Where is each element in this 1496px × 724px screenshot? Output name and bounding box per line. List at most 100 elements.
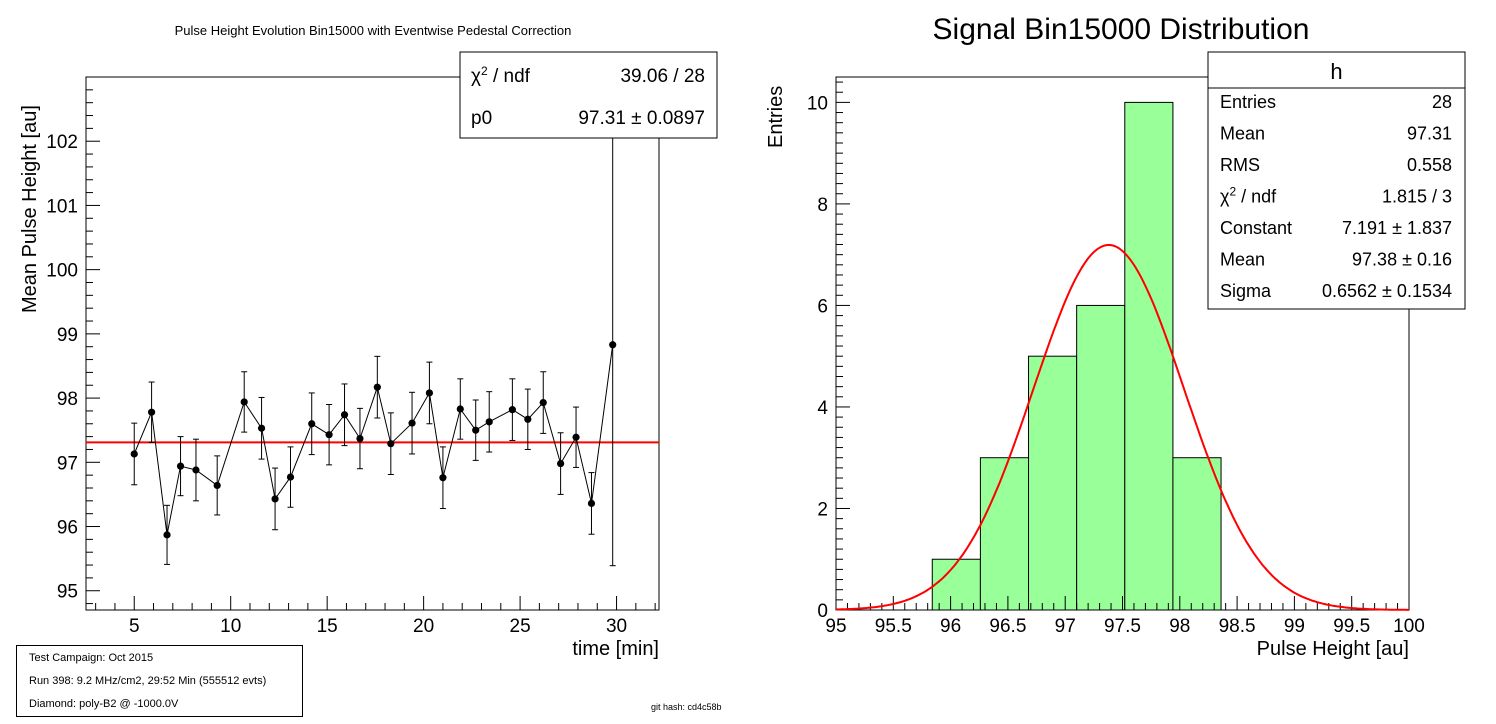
left-data-point <box>257 424 266 432</box>
histogram-bar <box>1124 101 1174 611</box>
right-x-tick-label: 98.5 <box>1219 616 1256 637</box>
left-y-tick-label: 98 <box>57 389 78 410</box>
left-data-point <box>163 531 171 539</box>
left-data-point <box>192 466 200 474</box>
left-y-tick-label: 101 <box>46 196 78 217</box>
right-stats-label: RMS <box>1220 155 1260 175</box>
left-data-point <box>472 426 480 434</box>
histogram-bar <box>1172 457 1222 611</box>
left-data-point <box>572 433 580 441</box>
left-x-tick-label: 5 <box>129 616 140 637</box>
right-y-axis-label: Entries <box>765 86 787 148</box>
campaign-label: Test Campaign: Oct 2015 <box>29 652 154 664</box>
left-data-point <box>425 389 434 397</box>
right-y-tick-label: 10 <box>807 93 828 114</box>
right-stats-value: 0.6562 ± 0.1534 <box>1322 281 1452 301</box>
left-x-tick-label: 25 <box>510 616 531 637</box>
left-data-point <box>373 383 381 391</box>
left-stats-box <box>459 51 718 139</box>
right-stats-label: Mean <box>1220 250 1265 270</box>
left-x-axis-label: time [min] <box>572 638 659 660</box>
right-x-tick-label: 99 <box>1284 616 1305 637</box>
right-x-tick-label: 96.5 <box>989 616 1026 637</box>
left-data-point <box>557 459 565 468</box>
left-y-tick-label: 102 <box>46 132 78 153</box>
left-data-point <box>240 398 248 406</box>
left-chart-title: Pulse Height Evolution Bin15000 with Eve… <box>175 23 572 38</box>
left-data-point <box>340 411 349 419</box>
right-stats-label: χ2 / ndf <box>1220 185 1277 207</box>
right-x-tick-label: 95.5 <box>875 616 912 637</box>
left-data-point <box>524 415 532 423</box>
left-x-tick-label: 20 <box>413 616 434 637</box>
left-y-tick-label: 99 <box>57 325 78 346</box>
histogram-bar <box>979 457 1030 611</box>
left-stats-value: 39.06 / 28 <box>620 66 705 87</box>
git-hash-label: git hash: cd4c58b <box>651 702 722 712</box>
left-stats-value: 97.31 ± 0.0897 <box>578 108 705 129</box>
right-stats-box <box>1207 51 1466 310</box>
left-x-tick-label: 15 <box>317 616 338 637</box>
right-stats-value: 0.558 <box>1407 155 1452 175</box>
left-data-point <box>147 408 156 416</box>
gaussian-fit-curve <box>835 244 1409 611</box>
right-x-tick-label: 97 <box>1055 616 1076 637</box>
left-data-point <box>213 481 221 490</box>
right-y-tick-label: 2 <box>817 499 828 520</box>
left-data-point <box>508 406 516 414</box>
left-plot-frame <box>85 76 660 611</box>
right-x-tick-label: 96 <box>940 616 961 637</box>
right-stats-value: 97.38 ± 0.16 <box>1352 250 1452 270</box>
right-stats-value: 7.191 ± 1.837 <box>1342 218 1452 238</box>
right-y-tick-label: 4 <box>817 398 828 419</box>
right-x-tick-label: 100 <box>1393 616 1425 637</box>
right-x-tick-label: 95 <box>825 616 846 637</box>
left-data-point <box>539 398 547 407</box>
right-stats-value: 1.815 / 3 <box>1382 187 1452 207</box>
left-y-axis-label: Mean Pulse Height [au] <box>19 105 41 313</box>
left-data-point <box>456 405 464 413</box>
left-y-tick-label: 96 <box>57 518 78 539</box>
left-data-point <box>485 418 493 426</box>
left-stats-label: χ2 / ndf <box>471 64 531 87</box>
right-chart-title: Signal Bin15000 Distribution <box>933 13 1310 46</box>
left-data-point <box>271 495 279 503</box>
right-y-tick-label: 6 <box>817 296 828 317</box>
left-data-point <box>587 499 596 507</box>
run-label: Run 398: 9.2 MHz/cm2, 29:52 Min (555512 … <box>29 675 267 687</box>
right-x-tick-label: 97.5 <box>1104 616 1141 637</box>
histogram-bar <box>1028 355 1078 611</box>
left-y-tick-label: 97 <box>57 453 78 474</box>
left-data-point <box>325 431 333 439</box>
right-stats-label: Entries <box>1220 92 1276 112</box>
left-data-point <box>176 462 185 470</box>
left-y-tick-label: 95 <box>57 582 78 603</box>
left-stats-label: p0 <box>471 108 492 129</box>
left-data-point <box>286 473 295 481</box>
left-x-tick-label: 10 <box>220 616 241 637</box>
right-stats-value: 28 <box>1432 92 1452 112</box>
right-stats-label: Sigma <box>1220 281 1272 301</box>
left-data-point <box>609 341 617 349</box>
run-info-box: Test Campaign: Oct 2015 Run 398: 9.2 MHz… <box>16 645 303 717</box>
histogram-bar <box>931 558 981 611</box>
left-data-point <box>387 440 395 448</box>
left-data-point <box>308 420 316 428</box>
left-x-tick-label: 30 <box>606 616 627 637</box>
right-stats-name: h <box>1330 59 1342 84</box>
left-data-point <box>356 434 364 443</box>
left-series-line <box>133 344 614 535</box>
diamond-label: Diamond: poly-B2 @ -1000.0V <box>29 698 179 710</box>
left-data-point <box>439 474 447 482</box>
right-stats-label: Mean <box>1220 124 1265 144</box>
right-y-tick-label: 0 <box>817 601 828 622</box>
right-stats-value: 97.31 <box>1407 124 1452 144</box>
left-data-point <box>408 419 416 427</box>
left-y-tick-label: 100 <box>46 261 78 282</box>
right-x-axis-label: Pulse Height [au] <box>1257 638 1409 660</box>
right-y-tick-label: 8 <box>817 195 828 216</box>
histogram-bar <box>1076 304 1126 611</box>
left-data-point <box>130 450 138 458</box>
right-stats-label: Constant <box>1220 218 1292 238</box>
